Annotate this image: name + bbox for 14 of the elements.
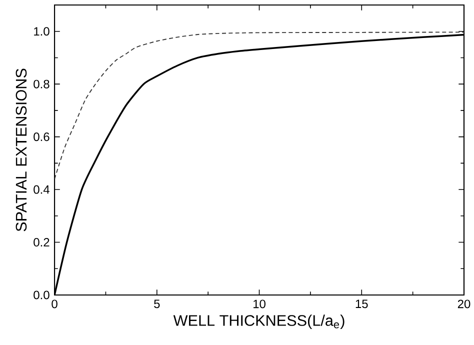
y-tick-label: 0.6	[34, 132, 50, 142]
y-tick-label: 0.2	[34, 238, 50, 247]
x-tick-label: 5	[154, 300, 160, 308]
x-tick-label: 0	[52, 300, 58, 308]
y-tick-label: 1.0	[34, 27, 50, 36]
line-series	[54, 32, 464, 180]
y-tick-label: 0.4	[34, 185, 50, 194]
x-axis-title: WELL THICKNESS(L/a$_{e}$)	[173, 314, 344, 329]
y-tick-label: 0.8	[34, 80, 50, 88]
x-tick-label: 10	[254, 300, 266, 308]
y-tick-label: 0.0	[34, 290, 50, 300]
x-tick-label: 20	[458, 300, 470, 308]
x-tick-label: 15	[356, 300, 368, 308]
y-axis-title: SPATIAL EXTENSIONS	[16, 68, 27, 232]
